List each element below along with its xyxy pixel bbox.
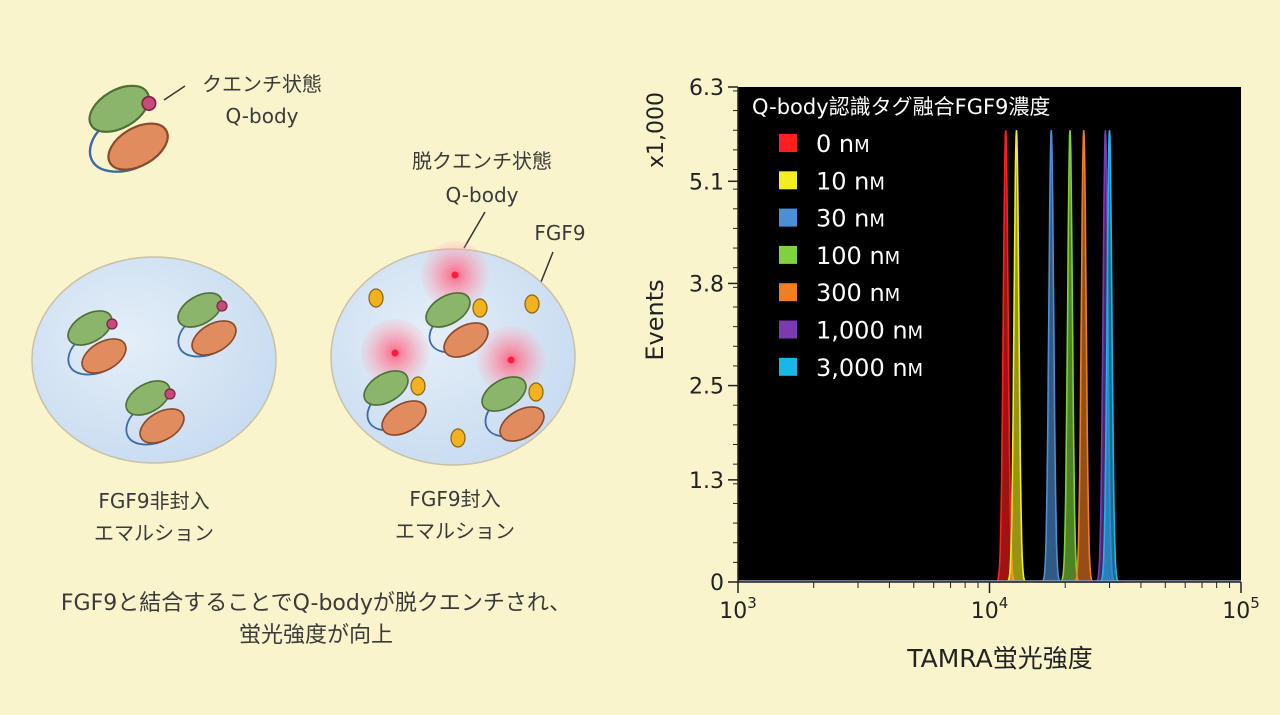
legend-swatch xyxy=(779,171,797,190)
emulsion-without-label-line2: エマルション xyxy=(94,521,214,545)
legend-swatch xyxy=(779,320,797,339)
y-tick-label: 3.8 xyxy=(689,272,724,297)
legend-swatch xyxy=(779,283,797,302)
x-tick-label: 104 xyxy=(971,594,1009,624)
legend-label: 3,000 nM xyxy=(816,354,923,382)
legend-title: Q-body認識タグ融合FGF9濃度 xyxy=(752,95,1050,119)
legend-swatch xyxy=(779,208,797,227)
dequenched-pointer-line xyxy=(463,211,486,249)
emulsion-with-label-line2: エマルション xyxy=(395,519,515,543)
caption-line2: 蛍光強度が向上 xyxy=(239,623,393,648)
y-tick-label: 0 xyxy=(710,571,724,596)
axes-group: 0 1.3 2.5 3.8 5.1 6.3 103 104 105 xyxy=(689,76,1260,624)
y-tick-label: 2.5 xyxy=(689,375,724,400)
free-fgf9 xyxy=(450,428,466,448)
legend-label: 0 nM xyxy=(816,130,870,158)
y-tick-label: 5.1 xyxy=(689,170,724,195)
y-axis-title: Events xyxy=(641,279,669,360)
y-tick-label: 1.3 xyxy=(689,469,724,494)
quenched-label-line2: Q-body xyxy=(226,104,299,128)
schematic-diagram: クエンチ状態 Q-body 脱クエンチ状態 Q-body FGF9 FGF9非封… xyxy=(31,72,586,648)
quenched-pointer-line xyxy=(163,85,186,101)
x-tick-label: 105 xyxy=(1222,594,1260,624)
legend-swatch xyxy=(779,357,797,376)
legend-label: 300 nM xyxy=(816,279,900,307)
legend-swatch xyxy=(779,245,797,264)
y-multiplier-label: x1,000 xyxy=(644,92,669,168)
legend-label: 100 nM xyxy=(816,242,900,270)
free-fgf9 xyxy=(368,288,384,308)
dye-dot xyxy=(507,356,515,364)
legend-swatch xyxy=(779,134,797,152)
fgf9-label: FGF9 xyxy=(534,221,585,245)
quenched-label-line1: クエンチ状態 xyxy=(202,72,322,96)
x-axis-title: TAMRA蛍光強度 xyxy=(906,644,1092,673)
caption-line1: FGF9と結合することでQ-bodyが脱クエンチされ、 xyxy=(61,591,571,616)
chart-legend: Q-body認識タグ融合FGF9濃度 0 nM 10 nM 30 nM 100 nM 3… xyxy=(752,95,1050,382)
histogram-chart: 0 1.3 2.5 3.8 5.1 6.3 103 104 105 Q-body認識タグ融合FG… xyxy=(641,76,1260,673)
dye-dot xyxy=(391,349,399,357)
free-fgf9 xyxy=(524,294,540,314)
dequenched-label-line2: Q-body xyxy=(446,183,519,207)
x-tick-label: 103 xyxy=(719,594,757,624)
legend-label: 30 nM xyxy=(816,205,885,233)
emulsion-without-label-line1: FGF9非封入 xyxy=(98,489,209,513)
legend-label: 1,000 nM xyxy=(816,317,923,345)
dequenched-label-line1: 脱クエンチ状態 xyxy=(412,149,552,173)
legend-label: 10 nM xyxy=(816,167,885,195)
emulsion-with-label-line1: FGF9封入 xyxy=(409,487,500,511)
plot-area xyxy=(738,87,1241,582)
y-tick-label: 6.3 xyxy=(689,76,724,101)
dye-dot xyxy=(451,271,459,279)
quenched-qbody-illustration xyxy=(80,75,177,181)
